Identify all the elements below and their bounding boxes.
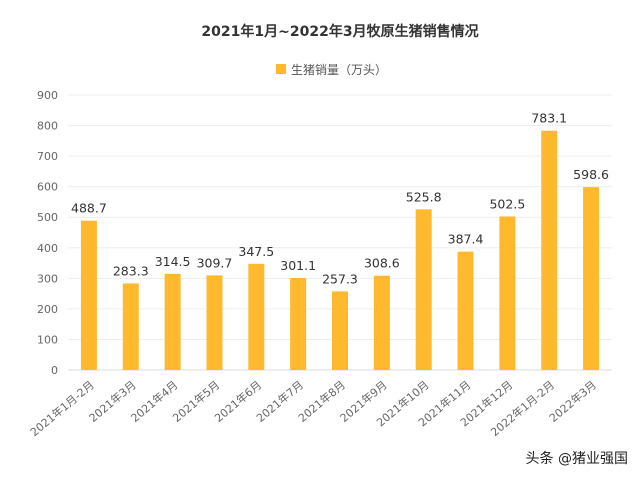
bar: [164, 273, 181, 370]
y-tick-label: 0: [51, 364, 58, 377]
bar: [583, 187, 600, 370]
data-label: 598.6: [573, 167, 609, 182]
data-label: 502.5: [489, 196, 525, 211]
data-label: 283.3: [113, 263, 149, 278]
y-tick-label: 200: [37, 303, 58, 316]
y-tick-label: 500: [37, 211, 58, 224]
bar: [206, 275, 223, 370]
x-tick-label: 2021年1月-2月: [27, 378, 96, 439]
footer-credit: 头条 @猪业强国: [525, 451, 628, 467]
x-tick-label: 2022年3月: [546, 378, 599, 425]
y-tick-label: 300: [37, 272, 58, 285]
data-label: 257.3: [322, 271, 358, 286]
bar: [541, 130, 558, 370]
bar: [80, 220, 97, 370]
data-label: 387.4: [448, 232, 484, 247]
data-label: 314.5: [155, 254, 191, 269]
bar: [290, 277, 307, 370]
y-tick-label: 100: [37, 333, 58, 346]
y-tick-label: 400: [37, 242, 58, 255]
data-label: 488.7: [71, 201, 107, 216]
y-tick-label: 800: [37, 120, 58, 133]
bar: [248, 263, 265, 370]
data-label: 308.6: [364, 256, 400, 271]
bar: [415, 209, 432, 370]
legend-label: 生猪销量（万头）: [291, 63, 387, 77]
bar: [373, 275, 390, 370]
legend-swatch: [276, 64, 286, 74]
data-label: 347.5: [238, 244, 274, 259]
data-label: 783.1: [531, 111, 567, 126]
y-tick-label: 900: [37, 89, 58, 102]
chart-title: 2021年1月~2022年3月牧原生猪销售情况: [201, 23, 478, 40]
y-tick-label: 600: [37, 181, 58, 194]
bar: [122, 283, 139, 370]
data-label: 301.1: [280, 258, 316, 273]
y-tick-label: 700: [37, 150, 58, 163]
bar: [457, 251, 474, 370]
bar: [332, 291, 348, 370]
bar: [499, 216, 516, 370]
data-label: 309.7: [197, 255, 233, 270]
data-label: 525.8: [406, 189, 442, 204]
